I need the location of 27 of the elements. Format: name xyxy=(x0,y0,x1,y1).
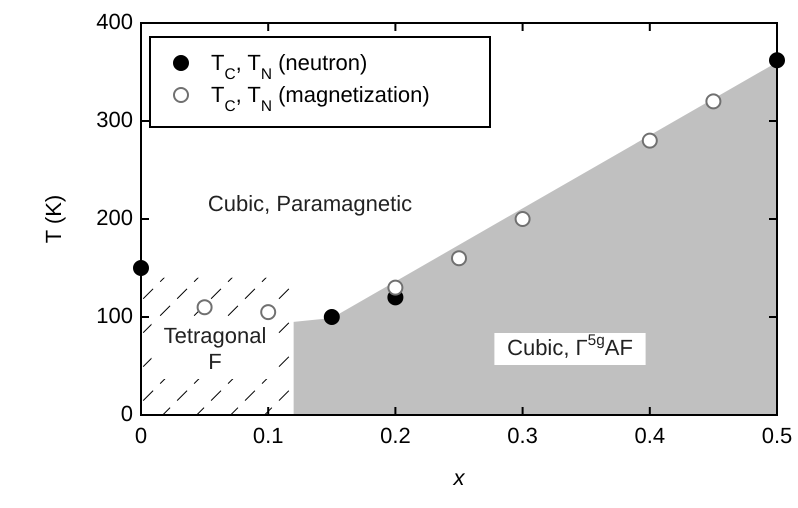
y-axis-title: T (K) xyxy=(41,194,66,244)
point xyxy=(196,299,213,316)
y-tick-label: 200 xyxy=(96,204,133,230)
annotation: Tetragonal F xyxy=(164,322,266,374)
x-tick-label: 0.3 xyxy=(507,423,538,448)
point xyxy=(451,250,467,266)
point xyxy=(324,309,340,325)
annotation: Cubic, Γ$^{5g}$AF xyxy=(507,332,633,360)
legend-label: T$_{C}$, T$_{N}$ (magnetization) xyxy=(211,82,430,114)
y-tick-label: 0 xyxy=(120,400,133,426)
x-tick-label: 0.2 xyxy=(380,423,411,448)
point xyxy=(387,280,404,296)
x-axis-title: x xyxy=(452,465,466,490)
point xyxy=(769,52,785,68)
point xyxy=(705,93,722,110)
y-tick-label: 100 xyxy=(96,302,133,328)
x-tick-label: 0.4 xyxy=(634,423,666,448)
x-tick-label: 0.1 xyxy=(252,423,284,448)
point xyxy=(133,260,149,276)
point xyxy=(642,132,658,149)
legend-label: T$_{C}$, T$_{N}$ (neutron) xyxy=(211,50,368,82)
point xyxy=(514,211,531,227)
y-tick-label: 300 xyxy=(96,106,133,132)
annotation: Cubic, Paramagnetic xyxy=(208,190,412,216)
y-tick-label: 400 xyxy=(96,8,133,34)
x-tick-label: 0.5 xyxy=(762,423,792,448)
point xyxy=(260,304,276,320)
